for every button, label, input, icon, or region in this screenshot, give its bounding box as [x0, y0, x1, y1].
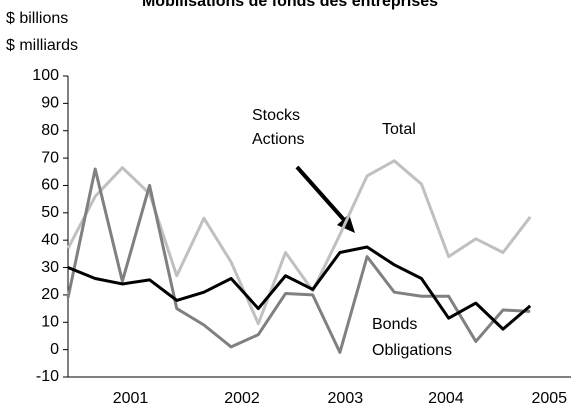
y-tick-label: 90 [41, 95, 59, 112]
chart-title: Mobilisations de fonds des entreprises [142, 0, 438, 10]
x-tick-label: 2003 [328, 390, 364, 407]
y-tick-label: 30 [41, 259, 59, 276]
y-tick-label: 80 [41, 122, 59, 139]
y-tick-label: -10 [36, 368, 59, 385]
x-tick-label: 2005 [531, 390, 567, 407]
series-line [67, 245, 532, 331]
series-line [66, 159, 532, 326]
y-tick-label: 60 [41, 177, 59, 194]
y-axis-label: $ billions [6, 10, 68, 27]
x-tick-label: 2001 [113, 390, 149, 407]
y-tick-label: 10 [41, 313, 59, 330]
y-tick-label: 70 [41, 149, 59, 166]
y-axis-label: $ milliards [6, 37, 78, 54]
series-label: Total [382, 121, 416, 138]
y-tick-label: 100 [32, 67, 59, 84]
y-tick-label: 0 [50, 341, 59, 358]
series-label: Actions [252, 131, 304, 148]
y-tick-label: 20 [41, 286, 59, 303]
series-label: Bonds [372, 316, 417, 333]
series-label: Obligations [372, 342, 452, 359]
y-tick-label: 50 [41, 204, 59, 221]
series-label: Stocks [252, 107, 300, 124]
arrow [295, 165, 347, 223]
series-line [66, 167, 531, 354]
x-tick-label: 2002 [224, 390, 260, 407]
y-tick-label: 40 [41, 231, 59, 248]
x-tick-label: 2004 [428, 390, 464, 407]
